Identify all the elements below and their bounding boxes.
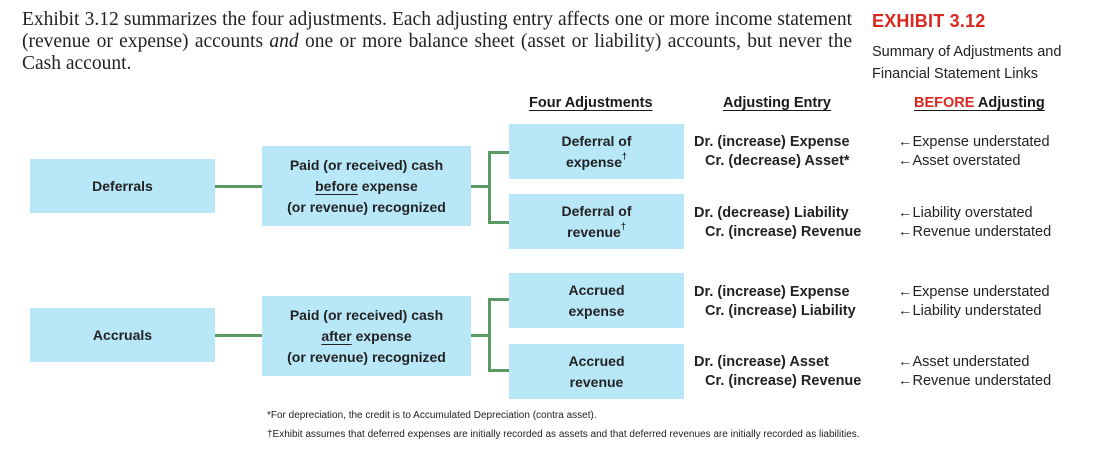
header-adjusting-entry: Adjusting Entry bbox=[723, 95, 831, 111]
intro-paragraph: Exhibit 3.12 summarizes the four adjustm… bbox=[22, 9, 852, 75]
adjustment-label-line: Accrued bbox=[568, 281, 625, 298]
effect-line: ←Liability understated bbox=[898, 302, 1050, 321]
left-arrow-icon: ← bbox=[898, 205, 913, 221]
adjustment-box-accrued-expense: Accrued expense bbox=[509, 273, 684, 328]
entry-debit: Dr. (increase) Expense bbox=[694, 284, 850, 300]
entry-accrued-expense: Dr. (increase) Expense Cr. (increase) Li… bbox=[694, 283, 856, 321]
dagger-mark: † bbox=[622, 150, 628, 161]
header-four-adjustments: Four Adjustments bbox=[529, 95, 653, 111]
adjustment-label-line: revenue† bbox=[567, 220, 626, 243]
left-arrow-icon: ← bbox=[898, 284, 913, 300]
left-arrow-icon: ← bbox=[898, 373, 913, 389]
desc-line: Paid (or received) cash bbox=[289, 306, 444, 323]
entry-credit: Cr. (decrease) Asset* bbox=[705, 153, 850, 169]
header-before-word: BEFORE bbox=[914, 95, 975, 111]
effect-line: ←Asset overstated bbox=[898, 152, 1050, 171]
effect-line: ←Liability overstated bbox=[898, 204, 1051, 223]
effect-deferral-revenue: ←Liability overstated ←Revenue understat… bbox=[898, 204, 1051, 242]
effect-text: Expense understated bbox=[912, 284, 1050, 300]
entry-debit: Dr. (increase) Expense bbox=[694, 134, 850, 150]
header-before-adjusting: BEFORE Adjusting bbox=[914, 95, 1045, 111]
entry-credit: Cr. (increase) Liability bbox=[705, 303, 856, 319]
intro-text-1: Exhibit 3.12 summarizes the four adjustm… bbox=[22, 9, 852, 52]
intro-emphasis: and bbox=[269, 31, 299, 52]
effect-text: Expense understated bbox=[912, 134, 1050, 150]
header-adjusting-word: Adjusting bbox=[974, 95, 1045, 111]
entry-deferral-expense: Dr. (increase) Expense Cr. (decrease) As… bbox=[694, 133, 850, 171]
entry-debit: Dr. (increase) Asset bbox=[694, 354, 829, 370]
effect-line: ←Expense understated bbox=[898, 283, 1050, 302]
left-arrow-icon: ← bbox=[898, 224, 913, 240]
connector-line bbox=[215, 185, 262, 188]
adjustment-box-deferral-revenue: Deferral of revenue† bbox=[509, 194, 684, 249]
entry-credit: Cr. (increase) Revenue bbox=[705, 224, 862, 240]
adjustment-box-accrued-revenue: Accrued revenue bbox=[509, 344, 684, 399]
bracket-line bbox=[488, 151, 491, 224]
entry-accrued-revenue: Dr. (increase) Asset Cr. (increase) Reve… bbox=[694, 353, 861, 391]
desc-line: after expense bbox=[321, 326, 411, 347]
desc-line: (or revenue) recognized bbox=[287, 198, 446, 215]
deferrals-box: Deferrals bbox=[30, 159, 215, 213]
exhibit-title: EXHIBIT 3.12 bbox=[872, 11, 986, 31]
adjustment-label-line: Deferral of bbox=[561, 202, 632, 219]
effect-text: Revenue understated bbox=[912, 373, 1052, 389]
connector-line bbox=[471, 185, 490, 188]
left-arrow-icon: ← bbox=[898, 303, 913, 319]
desc-timing-word: after bbox=[321, 327, 352, 344]
adjustment-label-line: Accrued bbox=[568, 352, 625, 369]
effect-accrued-expense: ←Expense understated ←Liability understa… bbox=[898, 283, 1050, 321]
entry-credit: Cr. (increase) Revenue bbox=[705, 373, 862, 389]
desc-line: Paid (or received) cash bbox=[289, 156, 444, 173]
effect-text: Liability overstated bbox=[912, 205, 1033, 221]
effect-text: Liability understated bbox=[912, 303, 1042, 319]
desc-line: before expense bbox=[315, 176, 418, 197]
desc-line: (or revenue) recognized bbox=[287, 348, 446, 365]
entry-debit: Dr. (decrease) Liability bbox=[694, 205, 849, 221]
accruals-label: Accruals bbox=[92, 326, 153, 343]
desc-timing-word: before bbox=[315, 177, 358, 194]
adjustment-label-word: expense bbox=[565, 153, 623, 170]
deferrals-description-box: Paid (or received) cash before expense (… bbox=[262, 146, 471, 226]
deferrals-label: Deferrals bbox=[92, 177, 153, 194]
adjustment-label-line: Deferral of bbox=[561, 132, 632, 149]
left-arrow-icon: ← bbox=[898, 134, 913, 150]
effect-text: Asset overstated bbox=[912, 153, 1021, 169]
footnote-depreciation: *For depreciation, the credit is to Accu… bbox=[267, 410, 597, 421]
bracket-line bbox=[488, 298, 491, 372]
connector-line bbox=[488, 151, 509, 154]
entry-deferral-revenue: Dr. (decrease) Liability Cr. (increase) … bbox=[694, 204, 861, 242]
connector-line bbox=[488, 221, 509, 224]
intro-text-2: one or more balance sheet (asset or liab… bbox=[22, 31, 852, 74]
connector-line bbox=[488, 298, 509, 301]
effect-deferral-expense: ←Expense understated ←Asset overstated bbox=[898, 133, 1050, 171]
effect-line: ←Revenue understated bbox=[898, 372, 1051, 391]
effect-line: ←Expense understated bbox=[898, 133, 1050, 152]
desc-line-rest: expense bbox=[357, 177, 418, 194]
desc-line-rest: expense bbox=[351, 327, 412, 344]
connector-line bbox=[471, 334, 490, 337]
effect-text: Revenue understated bbox=[912, 224, 1052, 240]
adjustment-label-line: expense bbox=[568, 302, 625, 319]
adjustment-label-line: expense† bbox=[565, 150, 628, 173]
adjustment-label-line: revenue bbox=[569, 373, 624, 390]
dagger-mark: † bbox=[620, 220, 626, 231]
left-arrow-icon: ← bbox=[898, 354, 913, 370]
effect-line: ←Revenue understated bbox=[898, 223, 1051, 242]
connector-line bbox=[488, 369, 509, 372]
effect-line: ←Asset understated bbox=[898, 353, 1051, 372]
footnote-deferrals: †Exhibit assumes that deferred expenses … bbox=[267, 429, 860, 440]
adjustment-label-word: revenue bbox=[567, 223, 621, 240]
adjustment-box-deferral-expense: Deferral of expense† bbox=[509, 124, 684, 179]
exhibit-subtitle: Summary of Adjustments and Financial Sta… bbox=[872, 44, 1062, 82]
left-arrow-icon: ← bbox=[898, 153, 913, 169]
accruals-description-box: Paid (or received) cash after expense (o… bbox=[262, 296, 471, 376]
effect-text: Asset understated bbox=[912, 354, 1030, 370]
effect-accrued-revenue: ←Asset understated ←Revenue understated bbox=[898, 353, 1051, 391]
connector-line bbox=[215, 334, 262, 337]
accruals-box: Accruals bbox=[30, 308, 215, 362]
